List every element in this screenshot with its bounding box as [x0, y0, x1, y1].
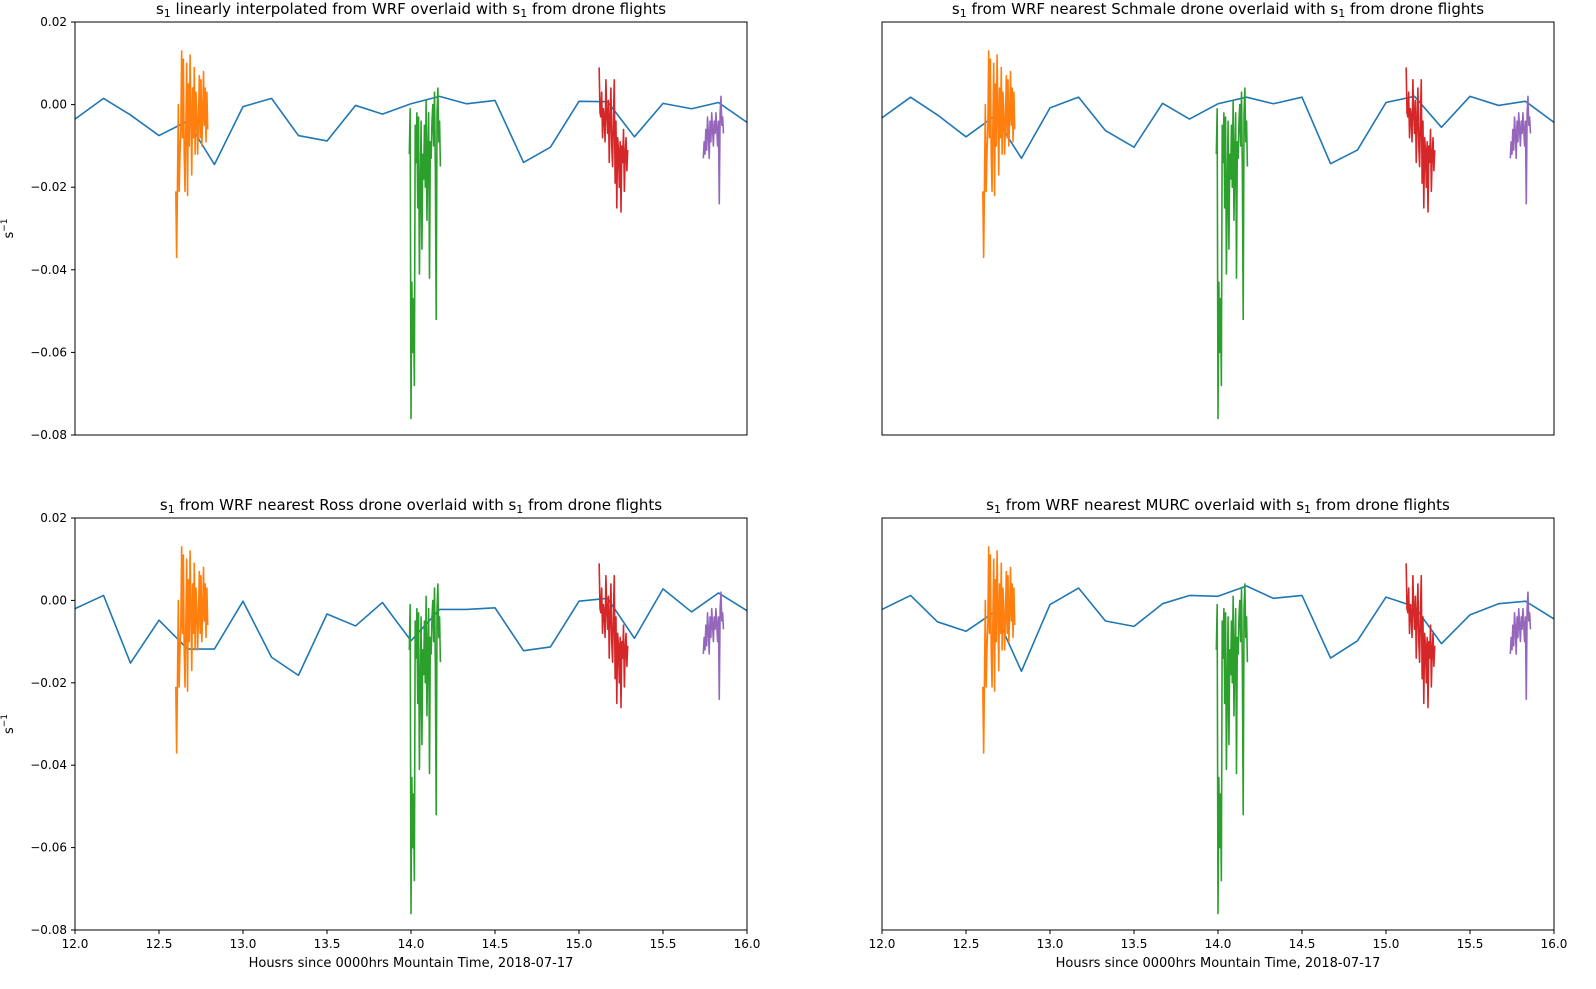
subplot-title: s1 from WRF nearest MURC overlaid with s…: [986, 496, 1450, 516]
y-axis-label-base: s: [2, 232, 17, 239]
y-tick-label: −0.08: [30, 923, 67, 937]
drone-flight-1-line: [175, 50, 209, 259]
x-tick-label: 12.0: [869, 937, 896, 951]
axes-frame: [881, 21, 1555, 436]
plot-area: [882, 50, 1554, 420]
title-part: 1: [164, 7, 171, 20]
drone-flight-3-line: [1405, 67, 1436, 213]
x-tick-label: 12.0: [62, 937, 89, 951]
x-tick-label: 12.5: [953, 937, 980, 951]
title-part: 1: [516, 503, 523, 516]
y-tick-label: −0.02: [30, 180, 67, 194]
x-tick-label: 13.0: [1037, 937, 1064, 951]
drone-flight-1-line: [982, 546, 1016, 754]
title-part: linearly interpolated from WRF overlaid …: [171, 0, 521, 18]
y-tick-label: 0.02: [40, 15, 67, 29]
x-tick-label: 15.0: [566, 937, 593, 951]
axes-frame: [74, 21, 748, 436]
title-part: 1: [994, 503, 1001, 516]
title-part: from WRF nearest Ross drone overlaid wit…: [175, 496, 517, 514]
x-tick-label: 15.0: [1373, 937, 1400, 951]
title-part: from drone flights: [523, 496, 662, 514]
drone-flight-2-line: [1215, 583, 1249, 915]
y-axis-label-base: s: [2, 727, 17, 734]
y-tick-label: −0.04: [30, 263, 67, 277]
subplot-1: 0.020.00−0.02−0.04−0.06−0.08s−1s1 linear…: [0, 0, 748, 442]
drone-flight-2-line: [1215, 87, 1249, 420]
y-axis-label: s−1: [0, 218, 17, 238]
drone-flight-4-line: [1509, 95, 1532, 205]
x-axis-label: Housrs since 0000hrs Mountain Time, 2018…: [1056, 956, 1381, 971]
y-axis-label-exponent: −1: [0, 714, 10, 727]
drone-flight-4-line: [702, 591, 725, 701]
title-part: from drone flights: [1311, 496, 1450, 514]
drone-flight-4-line: [702, 95, 725, 205]
drone-flight-2-line: [408, 87, 442, 420]
subplot-title: s1 linearly interpolated from WRF overla…: [156, 0, 666, 20]
title-part: 1: [960, 7, 967, 20]
y-tick-label: −0.02: [30, 676, 67, 690]
x-tick-label: 14.5: [482, 937, 509, 951]
title-part: 1: [168, 503, 175, 516]
x-tick-label: 13.0: [230, 937, 257, 951]
drone-flight-1-line: [982, 50, 1016, 259]
title-part: s: [952, 0, 960, 18]
title-part: 1: [520, 7, 527, 20]
plot-area: [75, 546, 747, 915]
title-part: s: [156, 0, 164, 18]
title-part: from WRF nearest Schmale drone overlaid …: [967, 0, 1339, 18]
y-tick-label: 0.02: [40, 511, 67, 525]
x-tick-label: 12.5: [146, 937, 173, 951]
drone-flight-1-line: [175, 546, 209, 754]
title-part: from drone flights: [527, 0, 666, 18]
x-tick-label: 14.0: [1205, 937, 1232, 951]
y-tick-label: 0.00: [40, 98, 67, 112]
y-tick-label: −0.06: [30, 345, 67, 359]
plot-area: [75, 50, 747, 420]
title-part: 1: [1338, 7, 1345, 20]
title-part: 1: [1304, 503, 1311, 516]
x-tick-label: 16.0: [734, 937, 761, 951]
x-tick-label: 14.5: [1289, 937, 1316, 951]
x-axis-label: Housrs since 0000hrs Mountain Time, 2018…: [249, 956, 574, 971]
y-axis-label-exponent: −1: [0, 218, 10, 231]
y-axis-label: s−1: [0, 714, 17, 734]
drone-flight-2-line: [408, 583, 442, 915]
subplot-grid: 0.020.00−0.02−0.04−0.06−0.08s−1s1 linear…: [0, 0, 1567, 971]
drone-flight-3-line: [1405, 563, 1436, 709]
y-tick-label: −0.08: [30, 428, 67, 442]
drone-flight-3-line: [598, 67, 629, 213]
x-tick-label: 15.5: [650, 937, 677, 951]
subplot-4: 12.0 12.5 13.0 13.5 14.0 14.5 15.0 15.5 16.0 Hous…: [869, 496, 1568, 971]
title-part: s: [160, 496, 168, 514]
y-tick-label: −0.04: [30, 758, 67, 772]
title-part: from WRF nearest MURC overlaid with s: [1001, 496, 1304, 514]
x-tick-label: 13.5: [1121, 937, 1148, 951]
y-tick-label: 0.00: [40, 593, 67, 607]
drone-flight-3-line: [598, 563, 629, 709]
subplot-title: s1 from WRF nearest Schmale drone overla…: [952, 0, 1484, 20]
subplot-title: s1 from WRF nearest Ross drone overlaid …: [160, 496, 662, 516]
title-part: s: [986, 496, 994, 514]
plot-area: [882, 546, 1554, 915]
subplot-2: s1 from WRF nearest Schmale drone overla…: [881, 0, 1555, 436]
x-tick-label: 14.0: [398, 937, 425, 951]
drone-flight-4-line: [1509, 591, 1532, 701]
x-tick-label: 16.0: [1541, 937, 1568, 951]
y-tick-label: −0.06: [30, 841, 67, 855]
title-part: from drone flights: [1345, 0, 1484, 18]
x-tick-label: 13.5: [314, 937, 341, 951]
x-tick-label: 15.5: [1457, 937, 1484, 951]
